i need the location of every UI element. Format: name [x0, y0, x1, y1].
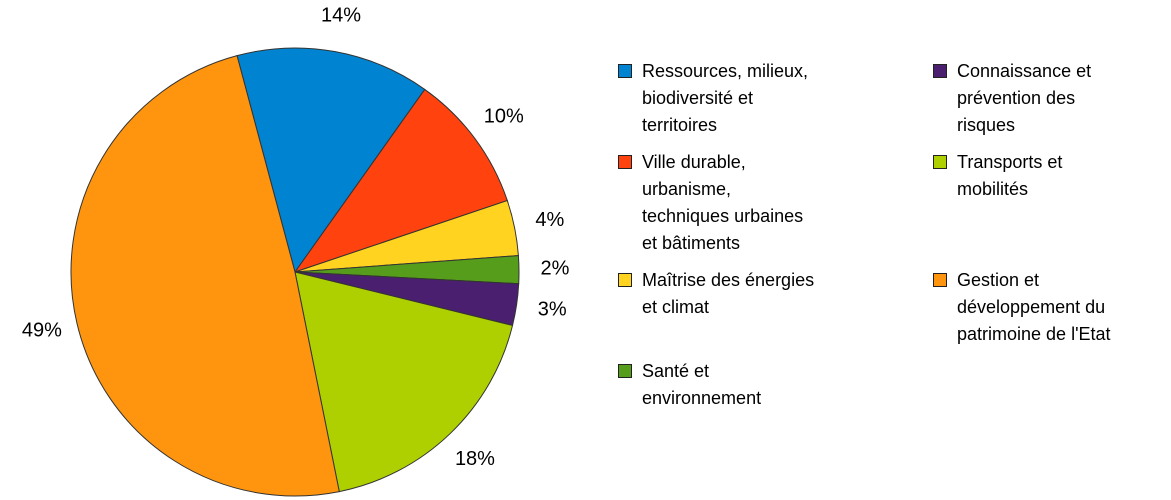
legend-swatch — [618, 273, 632, 287]
legend-label: Gestion et développement du patrimoine d… — [957, 270, 1111, 344]
legend-swatch — [933, 155, 947, 169]
legend-swatch — [933, 273, 947, 287]
slice — [70, 55, 340, 497]
slice — [236, 47, 426, 274]
data-label: 49% — [22, 320, 62, 342]
slice — [294, 271, 514, 493]
data-label: 3% — [538, 298, 567, 320]
data-label: 4% — [535, 209, 564, 231]
legend-swatch — [618, 64, 632, 78]
legend-label: Transports et mobilités — [957, 152, 1063, 199]
legend-swatch — [933, 64, 947, 78]
legend-label: Maîtrise des énergies et climat — [642, 270, 815, 317]
legend-swatch — [618, 364, 632, 378]
legend-label: Ville durable, urbanisme, techniques urb… — [642, 152, 804, 253]
data-label: 2% — [541, 258, 570, 280]
data-label: 10% — [484, 105, 524, 127]
legend-label: Connaissance et prévention des risques — [957, 61, 1092, 135]
pie-area: 14% 10% 4% 2% 3% 18% 49% — [22, 4, 570, 497]
data-label: 14% — [321, 4, 361, 26]
data-label: 18% — [455, 448, 495, 470]
legend-label: Santé et environnement — [642, 361, 762, 408]
legend-label: Ressources, milieux, biodiversité et ter… — [642, 61, 809, 135]
slice — [293, 88, 508, 273]
legend-swatch — [618, 155, 632, 169]
